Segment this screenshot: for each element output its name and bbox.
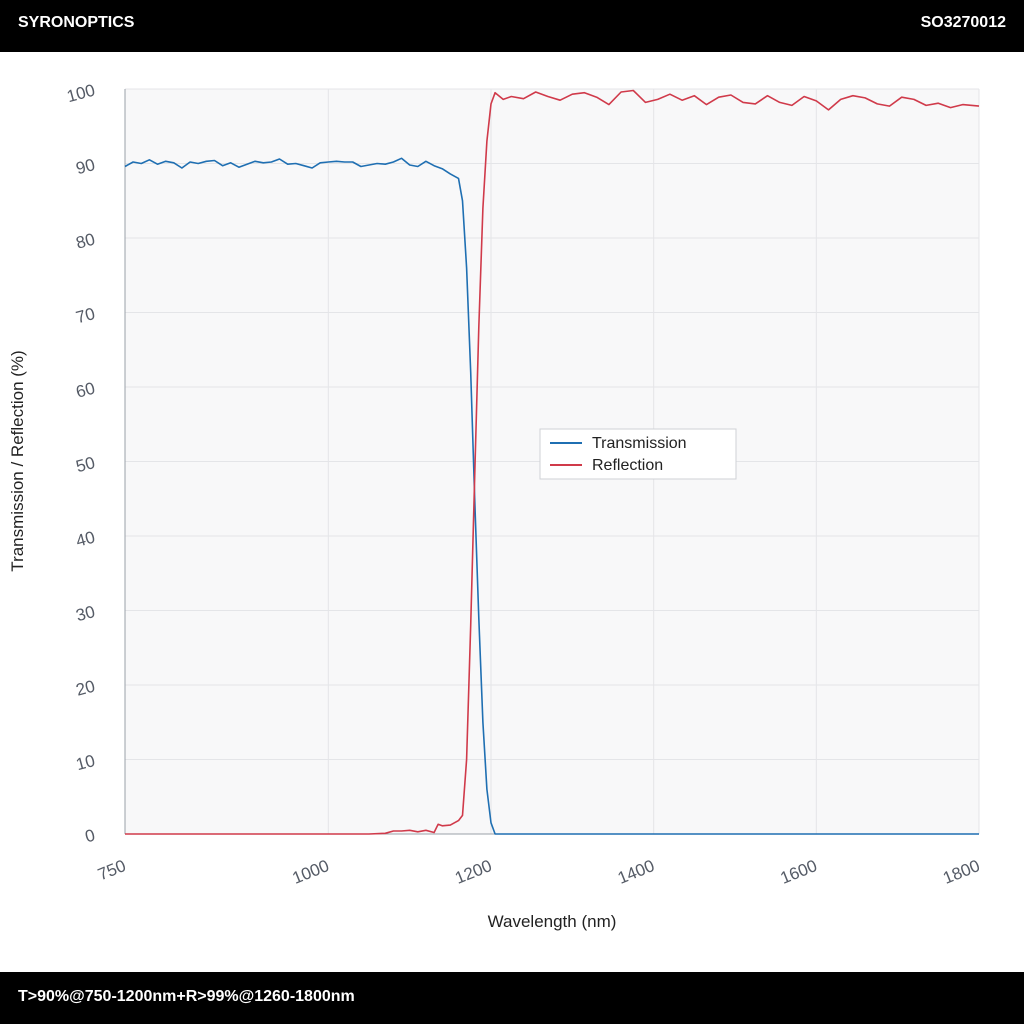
y-tick-label: 90 bbox=[74, 155, 97, 178]
y-tick-label: 20 bbox=[74, 677, 97, 700]
grid-lines bbox=[125, 88, 980, 834]
x-tick-label: 750 bbox=[95, 856, 128, 884]
product-code: SO3270012 bbox=[920, 14, 1006, 31]
spectrum-chart: 0 10 20 30 40 50 60 70 80 90 100 750 1000 1200 1400 16… bbox=[8, 81, 982, 931]
brand-name: SYRONOPTICS bbox=[18, 14, 135, 31]
x-tick-label: 1600 bbox=[778, 856, 820, 888]
y-tick-labels: 0 10 20 30 40 50 60 70 80 90 100 bbox=[65, 81, 97, 847]
filter-spec: T>90%@750-1200nm+R>99%@1260-1800nm bbox=[18, 988, 355, 1005]
y-tick-label: 50 bbox=[74, 453, 97, 476]
legend: Transmission Reflection bbox=[539, 428, 737, 480]
y-tick-label: 70 bbox=[74, 304, 97, 327]
y-tick-label: 30 bbox=[74, 602, 97, 625]
y-tick-label: 80 bbox=[74, 230, 97, 253]
x-tick-label: 1200 bbox=[452, 856, 494, 888]
legend-label-reflection: Reflection bbox=[592, 457, 663, 474]
series-line-transmission bbox=[124, 157, 979, 835]
legend-label-transmission: Transmission bbox=[592, 435, 687, 452]
y-axis-title: Transmission / Reflection (%) bbox=[8, 350, 27, 571]
x-axis-title: Wavelength (nm) bbox=[488, 912, 617, 931]
y-tick-label: 40 bbox=[74, 528, 97, 551]
x-tick-label: 1800 bbox=[940, 856, 982, 888]
series-lines bbox=[124, 89, 980, 835]
y-tick-label: 100 bbox=[65, 81, 97, 107]
legend-box bbox=[539, 428, 737, 480]
header-bar: SYRONOPTICS SO3270012 bbox=[0, 0, 1024, 52]
x-tick-label: 1400 bbox=[615, 856, 657, 888]
x-tick-label: 1000 bbox=[290, 856, 332, 888]
y-tick-label: 60 bbox=[74, 379, 97, 402]
series-line-reflection bbox=[125, 89, 980, 835]
footer-bar: T>90%@750-1200nm+R>99%@1260-1800nm bbox=[0, 972, 1024, 1024]
x-tick-labels: 750 1000 1200 1400 1600 1800 bbox=[95, 856, 982, 888]
y-tick-label: 0 bbox=[83, 826, 97, 847]
y-tick-label: 10 bbox=[74, 751, 97, 774]
